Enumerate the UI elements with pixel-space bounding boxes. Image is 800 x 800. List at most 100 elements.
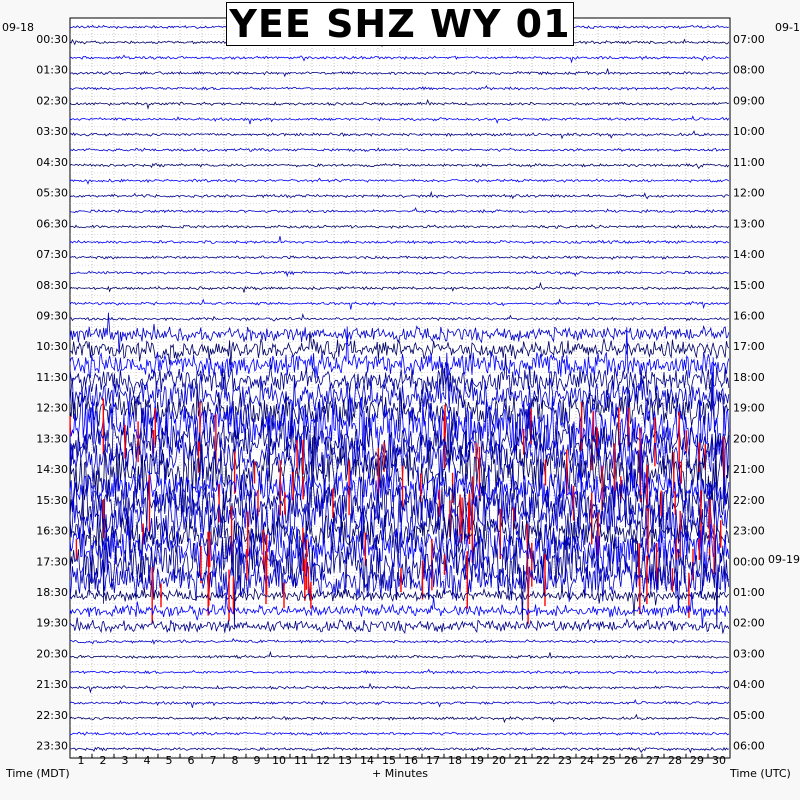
- right-time-label: 19:00: [733, 402, 765, 415]
- x-tick-label: 17: [426, 754, 440, 767]
- trace-line: [69, 54, 729, 64]
- left-time-label: 22:30: [36, 709, 68, 722]
- x-tick-label: 4: [144, 754, 151, 767]
- right-time-label: 11:00: [733, 156, 765, 169]
- trace-line: [69, 236, 730, 245]
- date-left: 09-18: [2, 21, 34, 34]
- x-tick-label: 10: [272, 754, 286, 767]
- trace-line: [69, 429, 730, 604]
- right-axis-label: Time (UTC): [729, 767, 791, 780]
- right-time-label: 04:00: [733, 678, 765, 691]
- date-right-mid: 09-19: [768, 553, 800, 566]
- right-time-label: 16:00: [733, 310, 765, 323]
- trace-line: [69, 331, 730, 366]
- right-time-label: 21:00: [733, 463, 765, 476]
- left-time-label: 23:30: [36, 740, 68, 753]
- trace-line: [69, 352, 730, 449]
- right-time-label: 03:00: [733, 647, 765, 660]
- trace-line: [69, 668, 729, 675]
- left-time-label: 19:30: [36, 617, 68, 630]
- trace-line: [69, 130, 729, 140]
- x-tick-label: 26: [624, 754, 638, 767]
- left-time-label: 20:30: [36, 647, 68, 660]
- trace-line: [69, 98, 730, 110]
- right-time-label: 17:00: [733, 340, 765, 353]
- trace-line: [69, 224, 730, 229]
- seismic-traces: [69, 24, 730, 754]
- right-time-label: 15:00: [733, 279, 765, 292]
- trace-line: [69, 326, 730, 379]
- left-time-label: 21:30: [36, 678, 68, 691]
- trace-line: [69, 190, 730, 200]
- right-time-label: 06:00: [733, 740, 765, 753]
- left-time-label: 12:30: [36, 402, 68, 415]
- trace-line: [69, 713, 729, 724]
- trace-line: [69, 255, 730, 260]
- trace-line: [69, 580, 730, 616]
- trace-line: [69, 68, 729, 78]
- right-time-labels: 07:00 08:00 09:00 10:00 11:00 12:00 13:00 14:00…: [733, 33, 765, 753]
- trace-line: [69, 313, 729, 322]
- left-time-label: 01:30: [36, 64, 68, 77]
- trace-line: [69, 592, 730, 628]
- x-tick-label: 25: [602, 754, 616, 767]
- x-tick-label: 3: [122, 754, 129, 767]
- left-time-labels: 00:30 01:30 02:30 03:30 04:30 05:30 06:30 07:30…: [36, 33, 68, 753]
- x-tick-label: 29: [690, 754, 704, 767]
- trace-line: [69, 746, 729, 754]
- trace-line: [69, 637, 730, 645]
- trace-line: [69, 698, 730, 708]
- right-time-label: 13:00: [733, 217, 765, 230]
- right-time-label: 10:00: [733, 125, 765, 138]
- x-tick-label: 22: [536, 754, 550, 767]
- date-right-top: 09-1: [775, 21, 800, 34]
- x-tick-label: 5: [166, 754, 173, 767]
- trace-line: [69, 521, 730, 576]
- x-tick-label: 2: [100, 754, 107, 767]
- grid: [70, 18, 730, 758]
- x-tick-label: 20: [492, 754, 506, 767]
- left-time-label: 08:30: [36, 279, 68, 292]
- trace-line: [69, 530, 730, 613]
- right-time-label: 07:00: [733, 33, 765, 46]
- trace-line: [69, 281, 730, 293]
- left-time-label: 10:30: [36, 340, 68, 353]
- right-time-label: 14:00: [733, 248, 765, 261]
- x-axis-label: + Minutes: [372, 767, 428, 780]
- x-tick-label: 24: [580, 754, 594, 767]
- x-tick-label: 16: [404, 754, 418, 767]
- x-tick-label: 15: [382, 754, 396, 767]
- left-time-label: 15:30: [36, 494, 68, 507]
- trace-line: [69, 206, 730, 214]
- trace-line: [69, 147, 729, 153]
- x-tick-label: 1: [78, 754, 85, 767]
- trace-line: [69, 650, 729, 660]
- right-time-label: 20:00: [733, 432, 765, 445]
- left-time-label: 06:30: [36, 217, 68, 230]
- right-time-label: 12:00: [733, 187, 765, 200]
- x-tick-label: 21: [514, 754, 528, 767]
- left-time-label: 11:30: [36, 371, 68, 384]
- left-time-label: 02:30: [36, 94, 68, 107]
- trace-line: [69, 84, 730, 91]
- right-time-label: 18:00: [733, 371, 765, 384]
- right-time-label: 23:00: [733, 525, 765, 538]
- x-tick-label: 23: [558, 754, 572, 767]
- trace-line: [69, 177, 730, 185]
- left-time-label: 00:30: [36, 33, 68, 46]
- x-tick-label: 7: [210, 754, 217, 767]
- x-tick-label: 11: [294, 754, 308, 767]
- right-time-label: 08:00: [733, 64, 765, 77]
- x-tick-label: 28: [668, 754, 682, 767]
- x-tick-label: 27: [646, 754, 660, 767]
- x-tick-label: 19: [470, 754, 484, 767]
- trace-line: [69, 162, 730, 170]
- left-axis-label: Time (MDT): [5, 767, 70, 780]
- left-time-label: 18:30: [36, 586, 68, 599]
- trace-line: [69, 270, 729, 278]
- left-time-label: 07:30: [36, 248, 68, 261]
- left-time-label: 16:30: [36, 525, 68, 538]
- chart-title: YEE SHZ WY 01: [229, 2, 571, 46]
- trace-line: [69, 617, 730, 634]
